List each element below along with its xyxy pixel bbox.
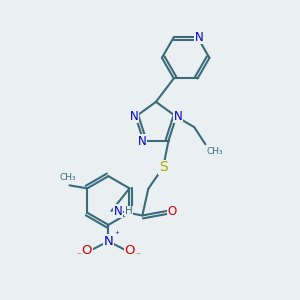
Text: O: O — [82, 244, 92, 257]
Text: N: N — [173, 110, 182, 122]
Text: ⁻: ⁻ — [136, 252, 140, 261]
Text: N: N — [137, 135, 146, 148]
Text: N: N — [195, 31, 203, 44]
Text: ⁺: ⁺ — [114, 230, 119, 239]
Text: H: H — [124, 206, 132, 216]
Text: O: O — [167, 205, 177, 218]
Text: ⁻: ⁻ — [76, 252, 81, 261]
Text: N: N — [130, 110, 139, 122]
Text: N: N — [103, 235, 113, 248]
Text: S: S — [159, 160, 167, 174]
Text: N: N — [114, 205, 122, 218]
Text: O: O — [124, 244, 135, 257]
Text: CH₃: CH₃ — [60, 173, 76, 182]
Text: CH₃: CH₃ — [207, 147, 224, 156]
